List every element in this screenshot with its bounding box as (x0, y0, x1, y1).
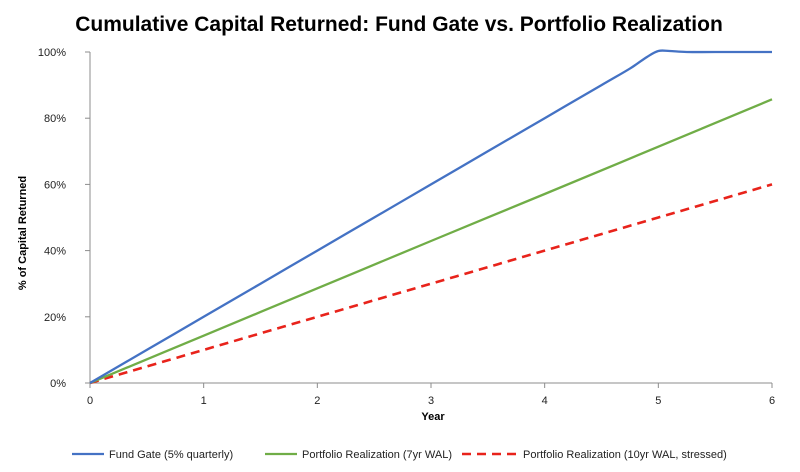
series-line-2 (89, 98, 773, 385)
y-axis-label: % of Capital Returned (17, 176, 29, 290)
x-tick-label: 4 (542, 395, 548, 407)
chart-title: Cumulative Capital Returned: Fund Gate v… (75, 13, 723, 36)
legend-label-2: Portfolio Realization (7yr WAL) (302, 449, 452, 461)
y-tick-label: 60% (44, 179, 66, 191)
x-tick-labels: 0 1 2 3 4 5 6 (87, 383, 775, 407)
y-tick-label: 20% (44, 312, 66, 324)
y-tick-label: 40% (44, 246, 66, 258)
y-tick-label: 80% (44, 113, 66, 125)
x-axis-label: Year (421, 411, 445, 423)
x-tick-label: 1 (201, 395, 207, 407)
legend-label-3: Portfolio Realization (10yr WAL, stresse… (523, 449, 727, 461)
x-tick-label: 2 (314, 395, 320, 407)
y-tick-labels: 0% 20% 40% 60% 80% 100% (38, 47, 90, 390)
axes (89, 52, 772, 384)
x-tick-label: 0 (87, 395, 93, 407)
legend: Fund Gate (5% quarterly) Portfolio Realiz… (72, 449, 727, 461)
legend-label-1: Fund Gate (5% quarterly) (109, 449, 233, 461)
x-tick-label: 6 (769, 395, 775, 407)
x-tick-label: 5 (655, 395, 661, 407)
x-tick-label: 3 (428, 395, 434, 407)
series-layer (89, 49, 773, 385)
y-tick-label: 0% (50, 378, 66, 390)
series-line-3 (89, 183, 773, 385)
series-line-1 (89, 49, 772, 384)
y-tick-label: 100% (38, 47, 66, 59)
